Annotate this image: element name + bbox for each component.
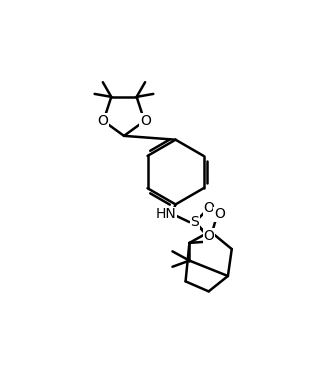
Text: O: O	[203, 201, 214, 215]
Text: O: O	[97, 114, 108, 128]
Text: O: O	[203, 229, 214, 243]
Text: HN: HN	[155, 207, 176, 221]
Text: O: O	[214, 207, 225, 221]
Text: S: S	[190, 215, 199, 229]
Text: O: O	[140, 114, 151, 128]
